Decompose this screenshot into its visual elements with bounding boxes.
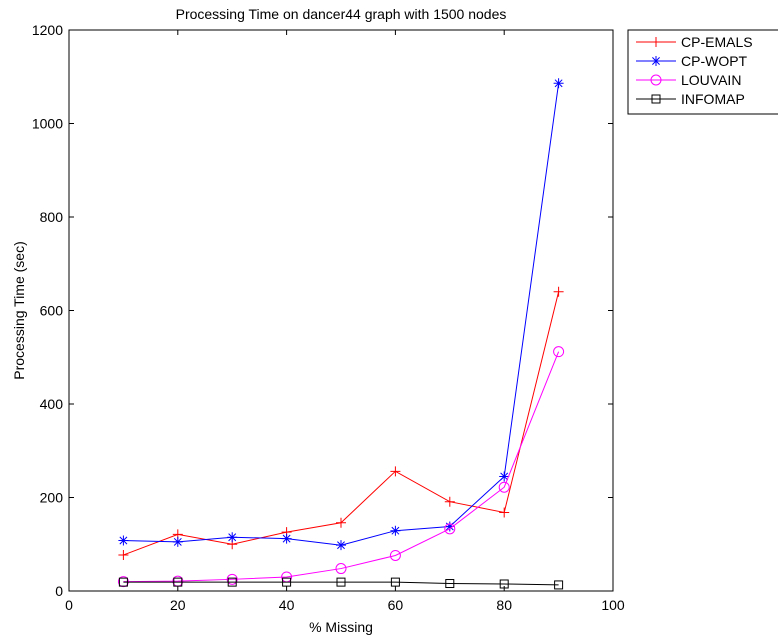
- asterisk-marker: [553, 78, 564, 89]
- circle-marker: [650, 74, 662, 86]
- legend-label: CP-EMALS: [681, 34, 753, 50]
- series-louvain: [117, 346, 565, 588]
- y-tick-label: 600: [40, 303, 64, 319]
- asterisk-marker: [227, 532, 238, 543]
- series-layer: [117, 78, 565, 590]
- square-marker: [118, 577, 128, 587]
- legend-item: CP-WOPT: [636, 53, 748, 69]
- square-marker: [390, 577, 400, 587]
- series-infomap: [118, 577, 564, 590]
- asterisk-marker: [444, 521, 455, 532]
- square-marker: [554, 580, 564, 590]
- asterisk-marker: [281, 533, 292, 544]
- circle-marker: [444, 523, 456, 535]
- plus-marker: [444, 496, 455, 507]
- legend-box: [627, 29, 778, 115]
- chart-title: Processing Time on dancer44 graph with 1…: [176, 6, 507, 22]
- series-cp-wopt: [118, 78, 564, 551]
- asterisk-marker: [651, 56, 661, 66]
- circle-marker: [389, 549, 401, 561]
- x-tick-label: 40: [279, 597, 295, 613]
- asterisk-marker: [336, 540, 346, 551]
- x-tick-label: 20: [170, 597, 186, 613]
- circle-marker: [226, 573, 238, 585]
- plus-marker: [651, 37, 661, 47]
- legend-label: INFOMAP: [681, 91, 745, 107]
- y-tick-label: 800: [40, 209, 64, 225]
- square-marker: [227, 577, 237, 587]
- y-tick-label: 400: [40, 396, 64, 412]
- plot-area: [68, 29, 614, 592]
- x-tick-label: 60: [388, 597, 404, 613]
- x-tick-label: 0: [65, 597, 73, 613]
- plus-marker: [553, 286, 564, 297]
- circle-marker: [553, 346, 565, 358]
- plus-marker: [390, 466, 401, 477]
- asterisk-marker: [499, 471, 510, 482]
- legend-item: INFOMAP: [636, 91, 745, 107]
- plus-marker: [118, 550, 129, 561]
- legend-item: LOUVAIN: [636, 72, 741, 88]
- y-tick-label: 1000: [32, 116, 63, 132]
- legend-label: CP-WOPT: [681, 53, 748, 69]
- square-marker: [173, 577, 183, 587]
- x-tick-label: 100: [601, 597, 625, 613]
- y-tick-label: 1200: [32, 22, 63, 38]
- square-marker: [499, 579, 509, 589]
- series-cp-emals: [118, 286, 564, 561]
- y-axis-title: Processing Time (sec): [11, 241, 27, 379]
- plus-marker: [336, 517, 346, 528]
- square-marker: [336, 577, 346, 587]
- legend-item: CP-EMALS: [636, 34, 753, 50]
- circle-marker: [335, 563, 347, 575]
- x-axis-title: % Missing: [309, 619, 373, 635]
- legend: CP-EMALS CP-WOPT LOUVAIN INFOMAP: [627, 29, 778, 115]
- square-marker: [651, 94, 661, 104]
- circle-marker: [498, 481, 510, 493]
- legend-label: LOUVAIN: [681, 72, 741, 88]
- plus-marker: [499, 507, 510, 518]
- y-tick-label: 200: [40, 490, 64, 506]
- asterisk-marker: [390, 525, 401, 536]
- square-marker: [282, 577, 292, 587]
- square-marker: [445, 579, 455, 589]
- series-line: [123, 351, 560, 583]
- y-tick-label: 0: [55, 583, 63, 599]
- asterisk-marker: [172, 536, 183, 547]
- series-line: [123, 581, 559, 586]
- asterisk-marker: [118, 535, 129, 546]
- x-tick-label: 80: [496, 597, 512, 613]
